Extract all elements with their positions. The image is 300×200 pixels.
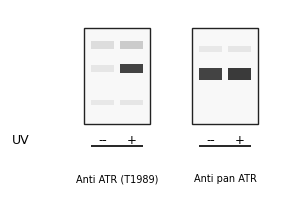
Text: Anti pan ATR: Anti pan ATR [194, 174, 256, 184]
Bar [228, 46, 251, 52]
Bar [120, 41, 143, 49]
Text: +: + [127, 134, 136, 148]
Bar [91, 65, 114, 72]
Text: UV: UV [12, 134, 30, 148]
Bar [120, 64, 143, 73]
Bar [91, 41, 114, 49]
Bar [199, 68, 222, 80]
Bar [120, 100, 143, 105]
Text: --: -- [206, 134, 215, 148]
Bar [199, 46, 222, 52]
Text: --: -- [98, 134, 107, 148]
Text: +: + [235, 134, 244, 148]
Text: Anti ATR (T1989): Anti ATR (T1989) [76, 174, 158, 184]
Bar [228, 68, 251, 80]
Bar [192, 28, 258, 124]
Bar [84, 28, 150, 124]
Bar [91, 100, 114, 105]
